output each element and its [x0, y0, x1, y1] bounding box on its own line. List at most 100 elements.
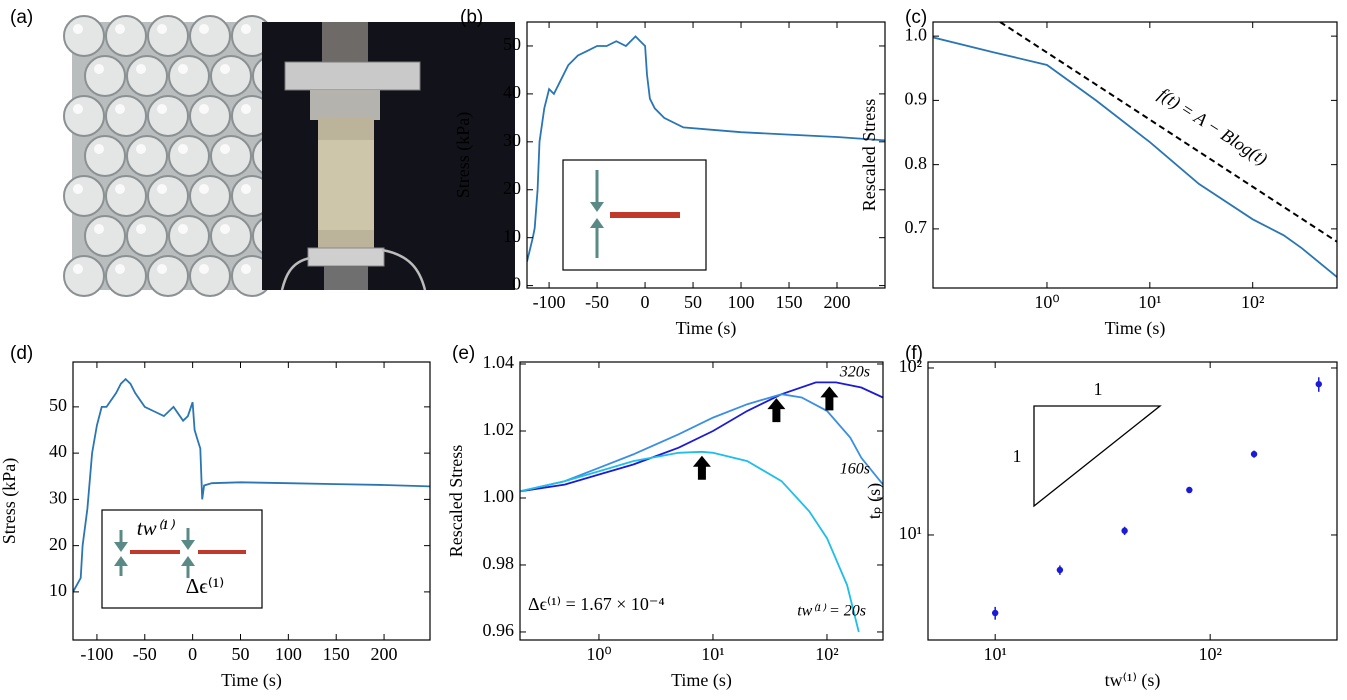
data-point [1315, 380, 1322, 388]
bead [210, 215, 252, 257]
x-axis-label: Time (s) [1105, 318, 1166, 339]
collar [310, 90, 380, 120]
y-tick-label: 1.02 [483, 419, 515, 439]
data-line [933, 36, 1337, 278]
bead-glint [199, 264, 209, 274]
bead-glint [220, 224, 230, 234]
slope-label: 1 [1013, 446, 1022, 466]
bead [105, 255, 147, 297]
y-tick-label: 40 [503, 82, 521, 102]
base [307, 247, 385, 267]
bead [147, 95, 189, 137]
x-tick-label: -100 [533, 292, 566, 312]
peak-arrow [820, 386, 839, 411]
x-tick-label: 10⁰ [1034, 292, 1059, 312]
data-point [1056, 566, 1064, 574]
bead [105, 175, 147, 217]
x-tick-label: 50 [231, 644, 249, 664]
bead-glint [115, 24, 125, 34]
plot-area [73, 377, 430, 593]
bead [105, 95, 147, 137]
peak-arrow [692, 455, 711, 480]
bead [84, 215, 126, 257]
y-tick-label: 10 [49, 580, 67, 600]
bead [147, 255, 189, 297]
data-point [1121, 527, 1128, 534]
panel-label: (b) [460, 7, 483, 28]
plate [284, 61, 421, 91]
x-tick-label: 0 [188, 644, 197, 664]
x-tick-label: 200 [371, 644, 398, 664]
data-line [527, 35, 885, 262]
bead-glint [178, 64, 188, 74]
x-axis-label: tw⁽¹⁾ (s) [1105, 670, 1161, 691]
inset-label: tw⁽¹⁾ [137, 516, 175, 540]
bead-glint [241, 104, 251, 114]
panel-label: (d) [10, 343, 33, 364]
panel-label: (f) [905, 343, 923, 364]
bead-glint [94, 64, 104, 74]
bead [63, 95, 105, 137]
bead [63, 175, 105, 217]
arrow-head [181, 540, 195, 550]
y-axis-label: Rescaled Stress [859, 99, 879, 211]
bead-glint [157, 104, 167, 114]
panel-label: (e) [452, 343, 475, 364]
bead [105, 15, 147, 57]
x-tick-label: 10² [1241, 292, 1264, 312]
bead [168, 135, 210, 177]
slope-label: 1 [1094, 379, 1103, 399]
bead-glint [73, 184, 83, 194]
bead-glint [94, 144, 104, 154]
data-line [999, 22, 1337, 243]
bead-glint [220, 64, 230, 74]
slope-triangle [1033, 405, 1162, 508]
y-tick-label: 30 [503, 130, 521, 150]
fit-label: f(t) = A − Blog(t) [1154, 84, 1271, 170]
plot-area [520, 381, 883, 633]
panel-label: (a) [10, 7, 33, 28]
data-line [520, 450, 860, 633]
axes-frame [72, 361, 431, 641]
bead-glint [241, 24, 251, 34]
bead-glint [115, 264, 125, 274]
plot-area [991, 377, 1322, 620]
bead-glint [115, 184, 125, 194]
bead [126, 55, 168, 97]
bead-glint [136, 224, 146, 234]
plot-area [527, 35, 885, 262]
x-axis-label: Time (s) [221, 670, 282, 691]
y-tick-label: 40 [49, 441, 67, 461]
bead-glint [157, 24, 167, 34]
x-axis-label: Time (s) [676, 318, 737, 339]
bead [63, 15, 105, 57]
arrow-head [590, 202, 604, 212]
bead [168, 215, 210, 257]
panel-label: (c) [905, 7, 927, 28]
y-axis-label: Stress (kPa) [0, 458, 20, 545]
axes-frame [526, 21, 886, 289]
bead-glint [199, 24, 209, 34]
rod [322, 22, 368, 62]
series-label: 320s [839, 364, 870, 381]
bead-glint [136, 144, 146, 154]
bead [126, 215, 168, 257]
bead [168, 55, 210, 97]
plot-area [933, 22, 1337, 278]
y-tick-label: 0.7 [905, 217, 928, 237]
x-tick-label: 10² [1198, 644, 1221, 664]
bead-glint [178, 144, 188, 154]
bead [189, 175, 231, 217]
bead-glint [220, 144, 230, 154]
y-tick-label: 0.96 [483, 620, 515, 640]
peak-arrow [767, 398, 786, 423]
x-tick-label: 150 [776, 292, 803, 312]
bead-glint [241, 184, 251, 194]
axes-frame [932, 21, 1338, 289]
data-point [1186, 486, 1193, 494]
x-axis-label: Time (s) [671, 670, 732, 691]
y-tick-label: 30 [49, 488, 67, 508]
bead [210, 55, 252, 97]
y-tick-label: 50 [503, 34, 521, 54]
